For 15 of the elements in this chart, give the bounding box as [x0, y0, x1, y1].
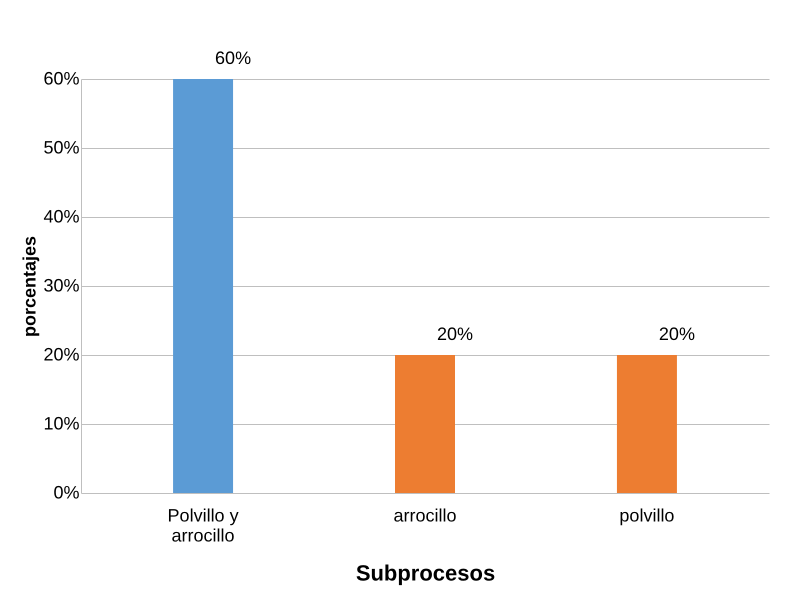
y-tick-label: 10%	[43, 414, 80, 434]
x-tick-label: Polvillo y arrocillo	[168, 506, 239, 546]
data-label: 20%	[658, 324, 695, 344]
y-tick-label: 50%	[43, 138, 80, 158]
y-tick-label: 0%	[53, 482, 80, 502]
y-tick-label: 30%	[43, 276, 80, 296]
y-tick-label: 20%	[43, 344, 80, 364]
y-tick-label: 40%	[43, 206, 80, 226]
y-axis-title: porcentajes	[19, 236, 40, 338]
x-tick-label: polvillo	[619, 506, 674, 526]
data-label: 20%	[436, 324, 474, 344]
x-axis-title: Subprocesos	[356, 560, 496, 586]
data-label: 60%	[215, 48, 252, 68]
x-tick-label: arrocillo	[393, 506, 457, 526]
y-tick-label: 60%	[43, 68, 80, 88]
